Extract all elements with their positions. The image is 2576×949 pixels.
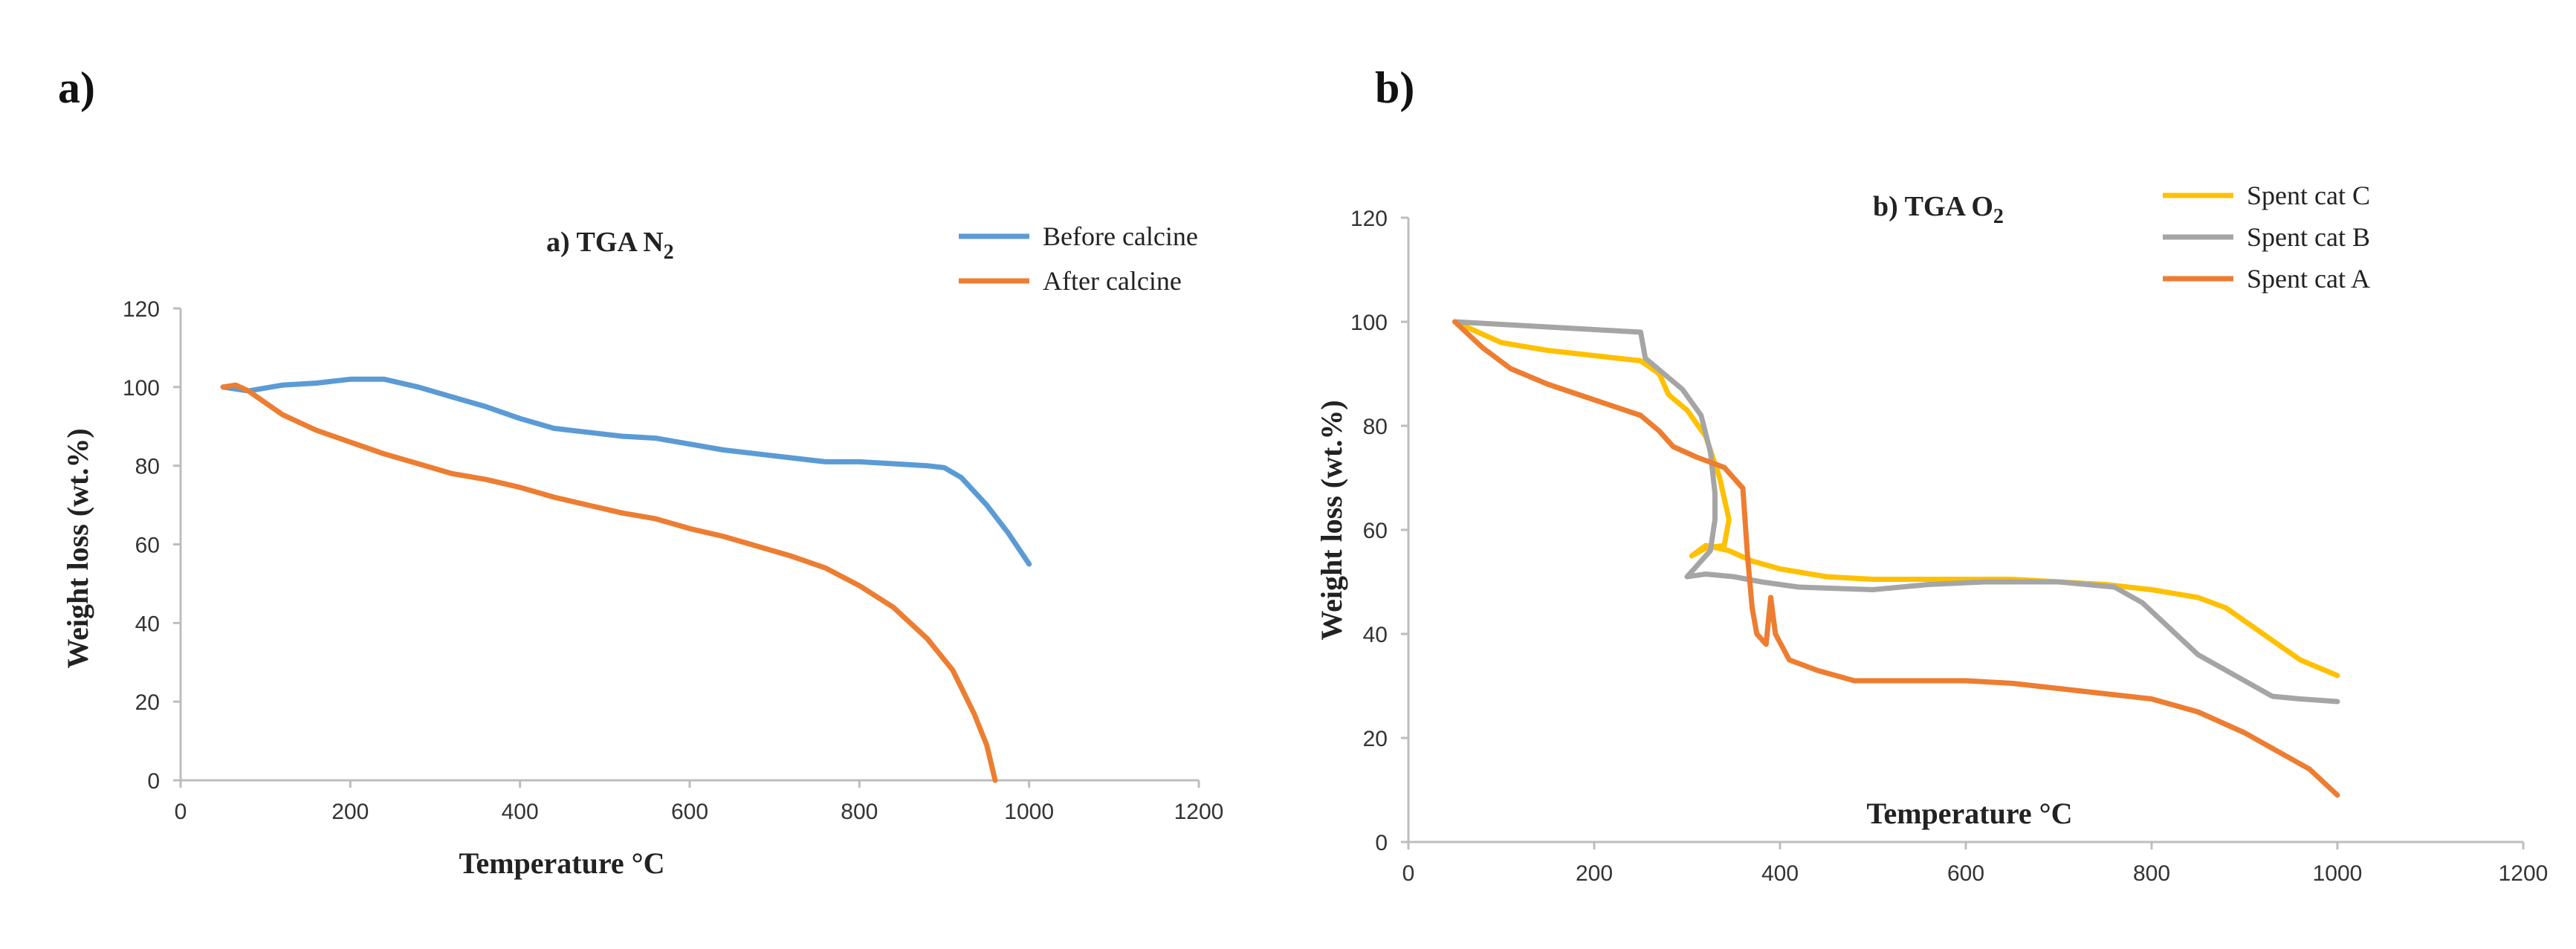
y-tick-label-a: 20 (135, 690, 160, 715)
x-tick-label-b: 200 (1576, 861, 1613, 886)
panel-label-b: b) (1375, 63, 1414, 112)
y-tick-label-b: 20 (1363, 727, 1388, 751)
y-tick-label-a: 60 (135, 534, 160, 558)
y-tick-label-b: 80 (1363, 415, 1388, 439)
axes-a: 0 200 400 600 800 1000 1200 0 20 40 60 80 100 120 (123, 297, 1223, 824)
chart-title-b: b) TGA O2 (1873, 191, 2004, 228)
y-tick-label-b: 40 (1363, 623, 1388, 647)
legend-label-after-calcine: After calcine (1043, 266, 1182, 296)
y-tick-label-a: 0 (147, 769, 160, 794)
series-line-spent-cat-a-b (1452, 319, 2340, 798)
panel-label-a: a) (58, 63, 95, 112)
x-tick-label-b: 400 (1761, 861, 1799, 886)
chart-title-a-subscript: 2 (664, 241, 674, 264)
x-tick-label-a: 200 (331, 800, 369, 824)
y-tick-label-a: 80 (135, 455, 160, 479)
series-group-b (1452, 319, 2340, 798)
x-tick-label-a: 0 (175, 800, 187, 824)
chart-title-a-main: a) TGA N (546, 227, 664, 258)
panel-a: a) a) TGA N2 Temperature °C Weight loss … (58, 63, 1223, 880)
x-axis-title-a: Temperature °C (459, 846, 664, 880)
y-tick-label-a: 100 (123, 376, 160, 401)
x-tick-label-b: 1000 (2313, 861, 2363, 886)
y-tick-label-b: 0 (1375, 831, 1388, 855)
y-axis-title-b: Weight loss (wt.%) (1315, 400, 1348, 640)
chart-title-b-main: b) TGA O (1873, 191, 1993, 222)
x-tick-label-b: 600 (1947, 861, 1984, 886)
legend-label-before-calcine: Before calcine (1043, 221, 1198, 251)
y-tick-label-b: 100 (1350, 311, 1388, 335)
chart-title-b-subscript: 2 (1993, 205, 2004, 228)
series-line-after-calcine-a (220, 382, 998, 783)
y-tick-label-b: 120 (1350, 207, 1388, 231)
legend-label-spent-cat-a: Spent cat A (2247, 264, 2370, 294)
y-axis-title-a: Weight loss (wt.%) (61, 428, 94, 668)
y-tick-label-b: 60 (1363, 519, 1388, 543)
x-tick-label-a: 800 (841, 800, 878, 824)
legend-b: Spent cat C Spent cat B Spent cat A (2163, 181, 2370, 294)
panel-b: b) b) TGA O2 Temperature °C Weight loss … (1315, 63, 2548, 886)
series-line-spent-cat-b-b (1452, 319, 2340, 705)
legend-label-spent-cat-c: Spent cat C (2247, 181, 2370, 210)
y-tick-label-a: 40 (135, 612, 160, 636)
legend-label-spent-cat-b: Spent cat B (2247, 222, 2370, 252)
axes-b: 0 200 400 600 800 1000 1200 0 20 40 60 80 100 120 (1350, 207, 2548, 886)
x-tick-label-b: 0 (1402, 861, 1415, 886)
series-group-a (220, 376, 1032, 783)
x-tick-label-b: 1200 (2499, 861, 2549, 886)
x-tick-label-b: 800 (2133, 861, 2170, 886)
x-tick-label-a: 600 (671, 800, 708, 824)
legend-a: Before calcine After calcine (959, 221, 1198, 296)
series-line-spent-cat-c-b (1452, 319, 2340, 678)
x-axis-title-b: Temperature °C (1866, 797, 2072, 830)
series-line-before-calcine-a (220, 376, 1032, 567)
x-tick-label-a: 400 (502, 800, 539, 824)
y-tick-label-a: 120 (123, 297, 160, 322)
x-tick-label-a: 1000 (1004, 800, 1054, 824)
chart-title-a: a) TGA N2 (546, 227, 674, 264)
x-tick-label-a: 1200 (1174, 800, 1224, 824)
